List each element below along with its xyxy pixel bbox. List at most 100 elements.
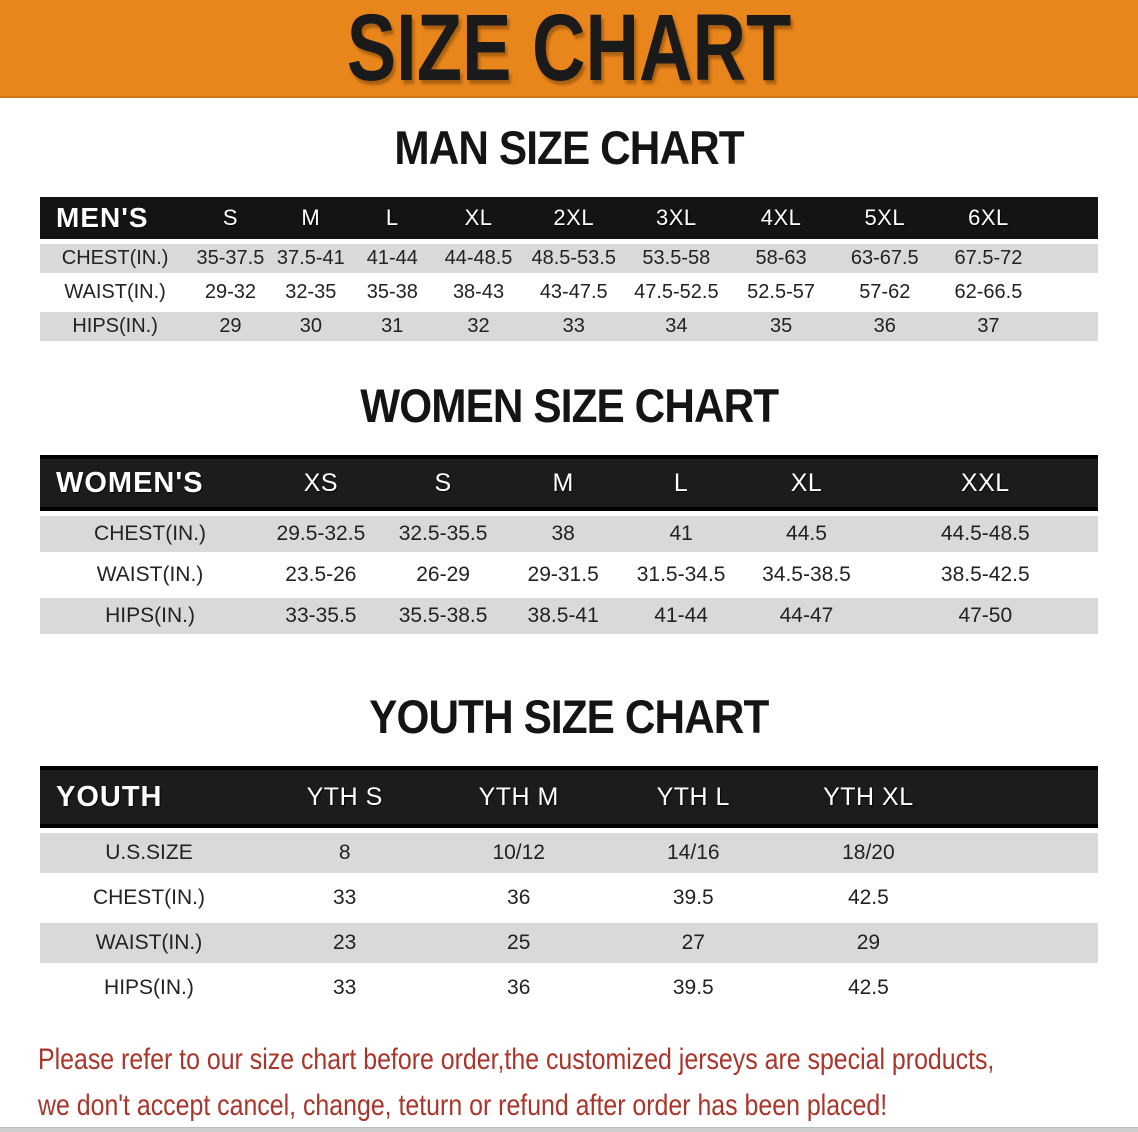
content-area: MAN SIZE CHART MEN'S S M L XL 2XL 3XL 4XL 5XL 6XL C…	[0, 124, 1138, 1129]
banner: SIZE CHART	[0, 0, 1138, 98]
measurement-value: 36	[833, 312, 937, 341]
measurement-label: HIPS(IN.)	[40, 598, 261, 634]
size-column-header: 6XL	[936, 197, 1041, 239]
measurement-label: HIPS(IN.)	[104, 976, 194, 999]
header-row: MEN'S S M L XL 2XL 3XL 4XL 5XL 6XL	[40, 197, 1098, 239]
measurement-value: 42.5	[847, 886, 889, 909]
row-filler	[956, 923, 1098, 963]
men-size-table: MEN'S S M L XL 2XL 3XL 4XL 5XL 6XL CHEST(IN.) 35-37…	[40, 192, 1098, 346]
size-column-header: M	[504, 455, 622, 511]
measurement-value: 35-38	[366, 281, 418, 303]
measurement-label: WAIST(IN.)	[64, 281, 166, 303]
table-body: U.S.SIZE 8 10/12 14/16 18/20 CHEST(IN.) 33 36 39…	[40, 833, 1098, 1008]
measurement-value: 37	[936, 312, 1041, 341]
table-head: YOUTH YTH S YTH M YTH L YTH XL	[40, 766, 1098, 828]
page-title: SIZE CHART	[346, 0, 792, 101]
measurement-value: 42.5	[847, 976, 889, 999]
measurement-value: 39.5	[672, 886, 714, 909]
measurement-row: CHEST(IN.) 33 36 39.5 42.5	[40, 878, 1098, 918]
measurement-value: 30	[270, 312, 352, 341]
measurement-value: 62-66.5	[954, 281, 1023, 303]
measurement-label: HIPS(IN.)	[40, 312, 191, 341]
measurement-value: 38.5-41	[504, 598, 622, 634]
measurement-value: 44-47	[740, 598, 873, 634]
measurement-value: 39.5	[672, 976, 714, 999]
measurement-value: 38-43	[452, 281, 505, 303]
measurement-value: 44.5	[740, 516, 873, 552]
measurement-row: WAIST(IN.) 23.5-26 26-29 29-31.5 31.5-34.5 34…	[40, 557, 1098, 593]
measurement-value: 26-29	[416, 563, 470, 586]
order-notice-line2: we don't accept cancel, change, teturn o…	[38, 1089, 888, 1122]
measurement-value: 33	[333, 976, 357, 999]
measurement-value: 43-47.5	[539, 281, 608, 303]
measurement-value: 52.5-57	[747, 281, 815, 303]
measurement-value: 38	[504, 516, 622, 552]
measurement-value: 48.5-53.5	[523, 244, 624, 273]
size-column-header: XS	[260, 455, 382, 511]
men-section-heading: MAN SIZE CHART	[0, 124, 1138, 172]
measurement-value: 34	[623, 312, 729, 341]
measurement-value: 47-50	[872, 598, 1098, 634]
measurement-value: 41-44	[351, 244, 434, 273]
measurement-value: 35	[728, 312, 834, 341]
women-section-heading: WOMEN SIZE CHART	[0, 382, 1138, 430]
measurement-value: 10/12	[431, 833, 606, 873]
size-column-header: 4XL	[728, 197, 834, 239]
measurement-value: 8	[257, 833, 432, 873]
header-filler	[956, 766, 1098, 828]
size-column-header: XL	[740, 455, 873, 511]
measurement-value: 33	[523, 312, 624, 341]
size-column-header: YTH XL	[780, 766, 957, 828]
order-notice: Please refer to our size chart before or…	[38, 1037, 1138, 1129]
size-column-header: 2XL	[523, 197, 624, 239]
size-column-header: XXL	[872, 455, 1098, 511]
size-section-youth: YOUTH SIZE CHART YOUTH YTH S YTH M YTH L YTH …	[0, 693, 1138, 1013]
row-filler	[956, 833, 1098, 873]
measurement-value: 32	[433, 312, 524, 341]
measurement-value: 23	[257, 923, 432, 963]
measurement-value: 33	[333, 886, 357, 909]
measurement-value: 57-62	[859, 281, 911, 303]
measurement-value: 32-35	[285, 281, 337, 303]
measurement-value: 31.5-34.5	[636, 563, 726, 586]
measurement-value: 41-44	[621, 598, 741, 634]
heading-text: YOUTH SIZE CHART	[369, 690, 769, 743]
measurement-value: 29-31.5	[527, 563, 599, 586]
table-head: WOMEN'S XS S M L XL XXL	[40, 455, 1098, 511]
header-row: WOMEN'S XS S M L XL XXL	[40, 455, 1098, 511]
measurement-row: HIPS(IN.) 29 30 31 32 33 34 35 36 37	[40, 312, 1098, 341]
row-filler	[1040, 312, 1098, 341]
measurement-value: 14/16	[606, 833, 781, 873]
women-size-table: WOMEN'S XS S M L XL XXL CHEST(IN.) 29.5-32.5 32.5…	[40, 450, 1098, 639]
measurement-label: CHEST(IN.)	[40, 516, 261, 552]
measurement-row: WAIST(IN.) 29-32 32-35 35-38 38-43 43-47.5 47.…	[40, 278, 1098, 307]
measurement-label: WAIST(IN.)	[40, 923, 258, 963]
measurement-value: 29-32	[204, 281, 257, 303]
heading-text: MAN SIZE CHART	[394, 121, 744, 174]
measurement-value: 53.5-58	[623, 244, 729, 273]
measurement-value: 36	[507, 886, 531, 909]
youth-size-table: YOUTH YTH S YTH M YTH L YTH XL U.S.SIZE 8 10/12…	[40, 761, 1098, 1013]
size-column-header: M	[270, 197, 352, 239]
measurement-row: CHEST(IN.) 35-37.5 37.5-41 41-44 44-48.5 48.5…	[40, 244, 1098, 273]
measurement-label: CHEST(IN.)	[40, 244, 191, 273]
measurement-value: 32.5-35.5	[381, 516, 505, 552]
measurement-value: 63-67.5	[833, 244, 937, 273]
measurement-value: 34.5-38.5	[762, 563, 851, 586]
size-column-header: S	[190, 197, 271, 239]
measurement-value: 29.5-32.5	[260, 516, 382, 552]
header-filler	[1040, 197, 1098, 239]
size-column-header: YTH S	[257, 766, 432, 828]
order-notice-line1: Please refer to our size chart before or…	[38, 1043, 995, 1076]
size-column-header: XL	[433, 197, 524, 239]
header-row: YOUTH YTH S YTH M YTH L YTH XL	[40, 766, 1098, 828]
measurement-value: 44-48.5	[433, 244, 524, 273]
size-section-men: MAN SIZE CHART MEN'S S M L XL 2XL 3XL 4XL 5XL 6XL C…	[0, 124, 1138, 346]
measurement-value: 37.5-41	[270, 244, 352, 273]
measurement-value: 35-37.5	[190, 244, 271, 273]
measurement-value: 29	[780, 923, 957, 963]
measurement-row: HIPS(IN.) 33 36 39.5 42.5	[40, 968, 1098, 1008]
row-filler	[1041, 278, 1098, 307]
table-body: CHEST(IN.) 35-37.5 37.5-41 41-44 44-48.5 48.5…	[40, 244, 1098, 341]
row-filler	[956, 968, 1098, 1008]
